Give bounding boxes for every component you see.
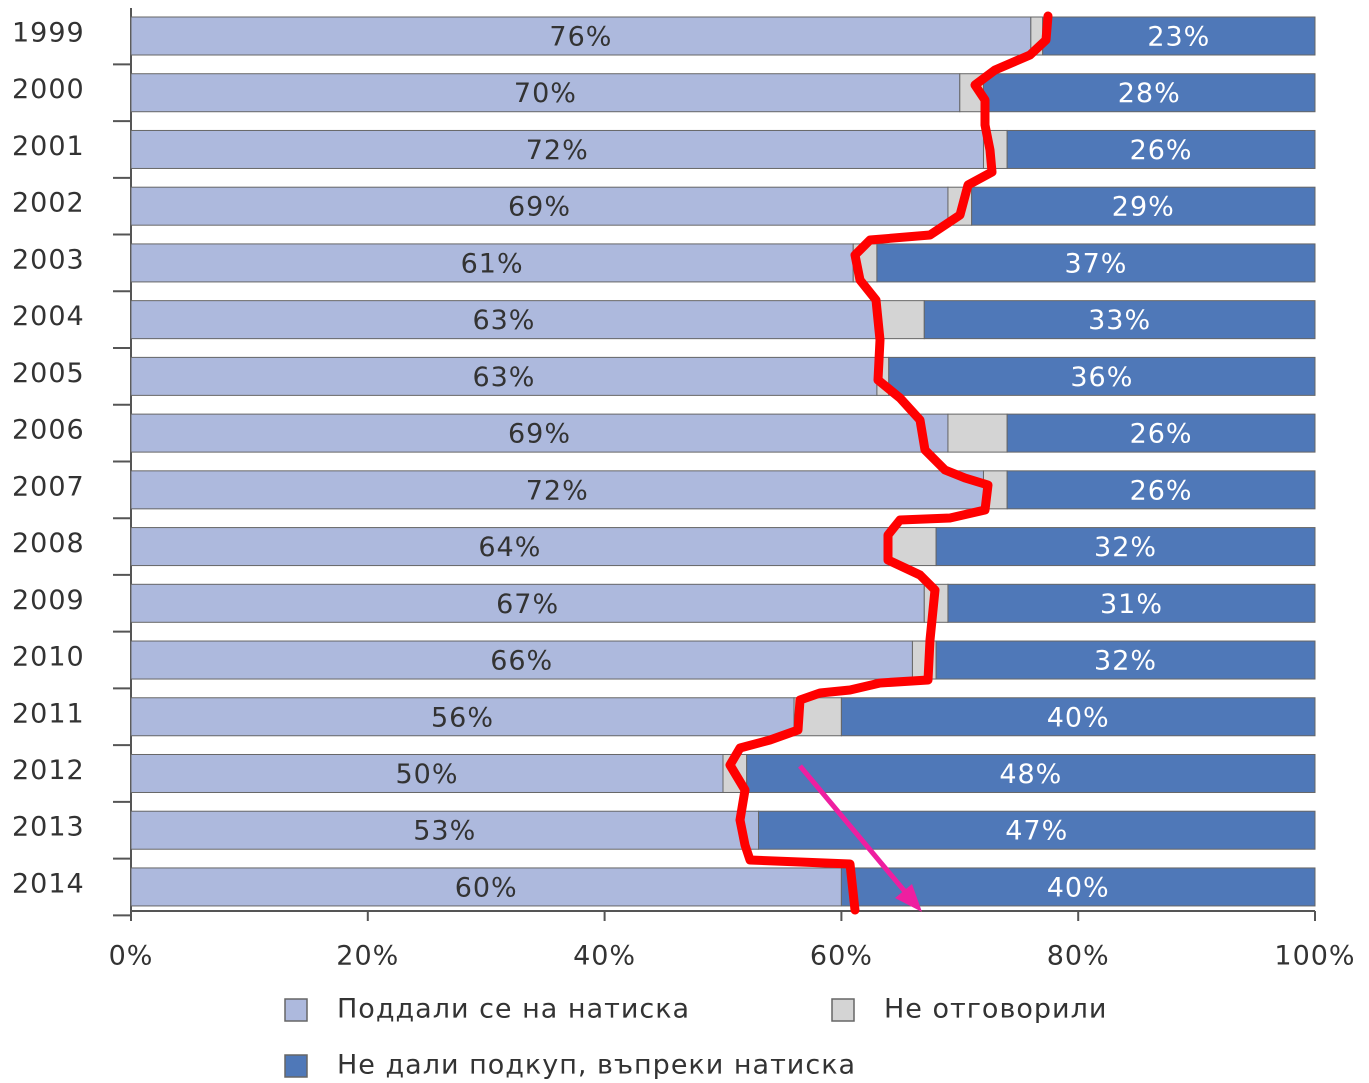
data-label: 53%	[413, 816, 476, 847]
x-tick-label: 0%	[109, 941, 154, 972]
data-label: 28%	[1118, 78, 1181, 109]
bar-segment	[947, 413, 1008, 453]
data-label: 36%	[1070, 362, 1133, 393]
data-label: 31%	[1100, 589, 1163, 620]
bar-segment	[840, 867, 1316, 907]
data-label: 32%	[1094, 532, 1157, 563]
data-label: 66%	[490, 646, 553, 677]
bar-segment	[1006, 413, 1316, 453]
y-tick-label: 1999	[12, 18, 85, 49]
data-label: 70%	[514, 78, 577, 109]
data-label: 50%	[395, 759, 458, 790]
y-tick-label: 2002	[12, 188, 85, 219]
data-label: 37%	[1064, 248, 1127, 279]
data-label: 69%	[508, 419, 571, 450]
bar-segment	[888, 356, 1316, 396]
y-tick-label: 2009	[12, 585, 85, 616]
bar-segment	[876, 243, 1316, 283]
data-label: 40%	[1047, 872, 1110, 903]
bar-segment	[130, 527, 890, 567]
legend-label: Поддали се на натиска	[337, 994, 690, 1025]
bar-segment	[130, 300, 878, 340]
data-label: 60%	[455, 872, 518, 903]
y-tick-label: 2003	[12, 244, 85, 275]
x-tick-label: 80%	[1047, 941, 1110, 972]
data-label: 76%	[549, 22, 612, 53]
data-label: 63%	[472, 305, 535, 336]
data-label: 69%	[508, 192, 571, 223]
bar-segment	[935, 527, 1316, 567]
y-tick-label: 2004	[12, 301, 85, 332]
y-tick-label: 2006	[12, 415, 85, 446]
y-tick-label: 2010	[12, 642, 85, 673]
bar-segment	[935, 640, 1316, 680]
bar-segment	[130, 697, 795, 737]
legend-swatch	[284, 998, 308, 1022]
y-tick-label: 2012	[12, 755, 85, 786]
data-label: 56%	[431, 702, 494, 733]
annotation-arrow	[798, 764, 922, 912]
data-label: 26%	[1130, 475, 1193, 506]
x-tick-label: 60%	[810, 941, 873, 972]
annotation-line	[725, 11, 1053, 915]
y-tick-label: 2014	[12, 868, 85, 899]
x-tick-label: 40%	[573, 941, 636, 972]
data-label: 29%	[1112, 192, 1175, 223]
bar-segment	[130, 583, 925, 623]
data-label: 40%	[1047, 702, 1110, 733]
bar-segment	[840, 697, 1316, 737]
y-tick-label: 2008	[12, 528, 85, 559]
y-tick-label: 2005	[12, 358, 85, 389]
legend-label: Не отговорили	[884, 994, 1107, 1025]
bar-segment	[130, 640, 913, 680]
legend-swatch	[284, 1054, 308, 1078]
bar-segment	[1006, 129, 1316, 169]
bar-segment	[130, 73, 961, 113]
bar-segment	[130, 413, 949, 453]
bar-segment	[130, 753, 724, 793]
data-label: 33%	[1088, 305, 1151, 336]
data-label: 61%	[461, 248, 524, 279]
bar-segment	[923, 300, 1316, 340]
data-label: 32%	[1094, 646, 1157, 677]
data-label: 72%	[526, 135, 589, 166]
y-tick-label: 2001	[12, 131, 85, 162]
data-label: 23%	[1147, 22, 1210, 53]
x-tick-label: 20%	[336, 941, 399, 972]
y-tick-label: 2007	[12, 471, 85, 502]
data-label: 64%	[478, 532, 541, 563]
bar-segment	[130, 243, 854, 283]
bar-segment	[1006, 470, 1316, 510]
bar-segment	[746, 753, 1316, 793]
bar-segment	[130, 470, 984, 510]
bar-segment	[130, 867, 842, 907]
x-tick-label: 100%	[1274, 941, 1355, 972]
data-label: 67%	[496, 589, 559, 620]
bar-segment	[130, 16, 1032, 56]
data-label: 26%	[1130, 135, 1193, 166]
y-tick-label: 2013	[12, 812, 85, 843]
bar-segment	[876, 300, 925, 340]
data-label: 26%	[1130, 419, 1193, 450]
data-label: 63%	[472, 362, 535, 393]
data-label: 47%	[1005, 816, 1068, 847]
bar-segment	[971, 186, 1316, 226]
legend-swatch	[831, 998, 855, 1022]
bar-segment	[947, 583, 1316, 623]
bar-segment	[130, 186, 949, 226]
bar-segment	[130, 810, 760, 850]
bar-segment	[130, 356, 878, 396]
y-tick-label: 2000	[12, 74, 85, 105]
bar-segment	[130, 129, 984, 169]
y-tick-label: 2011	[12, 698, 85, 729]
legend-label: Не дали подкуп, въпреки натиска	[337, 1050, 856, 1081]
data-label: 48%	[999, 759, 1062, 790]
data-label: 72%	[526, 475, 589, 506]
